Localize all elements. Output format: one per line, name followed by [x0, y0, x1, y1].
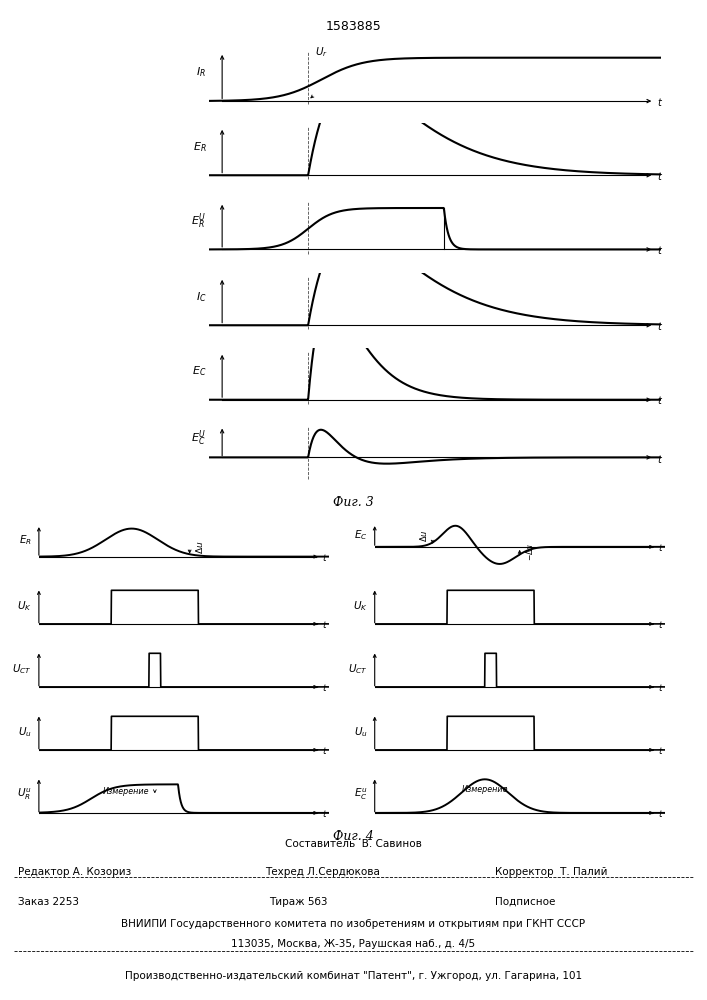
Text: Производственно-издательский комбинат "Патент", г. Ужгород, ул. Гагарина, 101: Производственно-издательский комбинат "П…: [125, 971, 582, 981]
Text: $U_u$: $U_u$: [354, 725, 368, 739]
Text: $t$: $t$: [658, 394, 664, 406]
Text: Тираж 5б3: Тираж 5б3: [269, 897, 327, 907]
Text: ВНИИПИ Государственного комитета по изобретениям и открытиям при ГКНТ СССР: ВНИИПИ Государственного комитета по изоб…: [122, 919, 585, 929]
Text: $U_r$: $U_r$: [315, 45, 328, 59]
Text: $t$: $t$: [658, 96, 664, 108]
Text: Техред Л.Сердюкова: Техред Л.Сердюкова: [265, 867, 380, 877]
Text: Заказ 2253: Заказ 2253: [18, 897, 78, 907]
Text: $U_{CT}$: $U_{CT}$: [348, 662, 368, 676]
Text: $t$: $t$: [658, 244, 664, 256]
Text: $\Delta u$: $\Delta u$: [194, 540, 205, 554]
Text: $E_C$: $E_C$: [192, 365, 206, 378]
Text: $t$: $t$: [658, 745, 664, 756]
Text: $t$: $t$: [322, 552, 328, 563]
Text: $t$: $t$: [658, 542, 664, 553]
Text: $t$: $t$: [322, 808, 328, 819]
Text: $E_C$: $E_C$: [354, 528, 368, 542]
Text: $E_C^u$: $E_C^u$: [354, 787, 368, 802]
Text: Подписное: Подписное: [495, 897, 555, 907]
Text: $t$: $t$: [658, 170, 664, 182]
Text: $U_{CT}$: $U_{CT}$: [12, 662, 32, 676]
Text: Измерение: Измерение: [462, 785, 508, 794]
Text: Корректор  Т. Палий: Корректор Т. Палий: [495, 867, 607, 877]
Text: 113035, Москва, Ж-35, Раушская наб., д. 4/5: 113035, Москва, Ж-35, Раушская наб., д. …: [231, 939, 476, 949]
Text: $I_R$: $I_R$: [197, 65, 206, 79]
Text: $t$: $t$: [322, 745, 328, 756]
Text: Фиг. 4: Фиг. 4: [333, 830, 374, 843]
Text: $E_R$: $E_R$: [192, 140, 206, 154]
Text: $t$: $t$: [322, 619, 328, 630]
Text: $U_u$: $U_u$: [18, 725, 32, 739]
Text: $t$: $t$: [658, 320, 664, 332]
Text: $U_R^u$: $U_R^u$: [17, 787, 32, 802]
Text: Измерение: Измерение: [103, 787, 149, 796]
Text: $U_K$: $U_K$: [17, 599, 32, 613]
Text: $t$: $t$: [658, 619, 664, 630]
Text: $E_C^U$: $E_C^U$: [191, 429, 206, 448]
Text: $t$: $t$: [658, 808, 664, 819]
Text: $I_C$: $I_C$: [196, 290, 206, 304]
Text: $E_R$: $E_R$: [18, 533, 32, 547]
Text: 1583885: 1583885: [326, 20, 381, 33]
Text: Редактор А. Козориз: Редактор А. Козориз: [18, 867, 131, 877]
Text: $t$: $t$: [658, 453, 664, 465]
Text: $E_R^U$: $E_R^U$: [191, 211, 206, 231]
Text: $t$: $t$: [658, 682, 664, 693]
Text: $t$: $t$: [322, 682, 328, 693]
Text: Составитель  В. Савинов: Составитель В. Савинов: [285, 839, 422, 849]
Text: $-\Delta u$: $-\Delta u$: [524, 543, 535, 561]
Text: $\Delta u$: $\Delta u$: [419, 529, 429, 542]
Text: Фиг. 3: Фиг. 3: [333, 496, 374, 509]
Text: $U_K$: $U_K$: [353, 599, 368, 613]
